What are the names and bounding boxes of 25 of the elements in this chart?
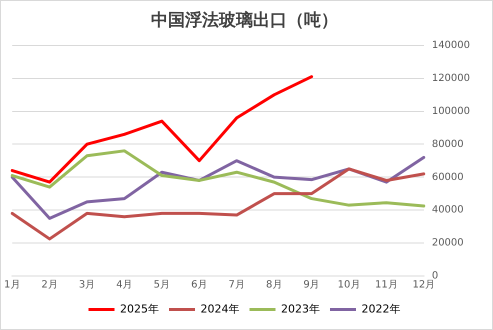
legend-label: 2023年: [281, 302, 320, 316]
x-tick-label: 7月: [228, 280, 245, 291]
x-tick-label: 4月: [116, 280, 133, 291]
y-tick-label: 60000: [432, 172, 464, 183]
y-tick-label: 80000: [432, 138, 464, 150]
x-tick-label: 8月: [266, 280, 282, 291]
y-tick-label: 120000: [432, 72, 470, 84]
x-tick-label: 2月: [41, 280, 58, 291]
x-tick-label: 1月: [4, 280, 20, 291]
legend-label: 2022年: [361, 302, 400, 316]
x-tick-label: 10月: [338, 280, 360, 291]
x-tick-label: 9月: [303, 280, 320, 291]
y-tick-label: 100000: [432, 106, 470, 117]
y-tick-label: 140000: [432, 40, 470, 51]
x-tick-label: 3月: [78, 280, 96, 291]
x-tick-label: 11月: [375, 280, 398, 291]
x-tick-label: 6月: [191, 280, 208, 291]
x-tick-label: 12月: [412, 280, 436, 291]
x-tick-label: 5月: [154, 280, 170, 291]
y-tick-label: 40000: [432, 204, 464, 216]
y-tick-label: 20000: [432, 238, 464, 249]
y-tick-label: 0: [432, 270, 438, 282]
legend-label: 2024年: [200, 302, 240, 316]
chart-title: 中国浮法玻璃出口（吨）: [151, 10, 338, 30]
legend-label: 2025年: [120, 302, 160, 316]
